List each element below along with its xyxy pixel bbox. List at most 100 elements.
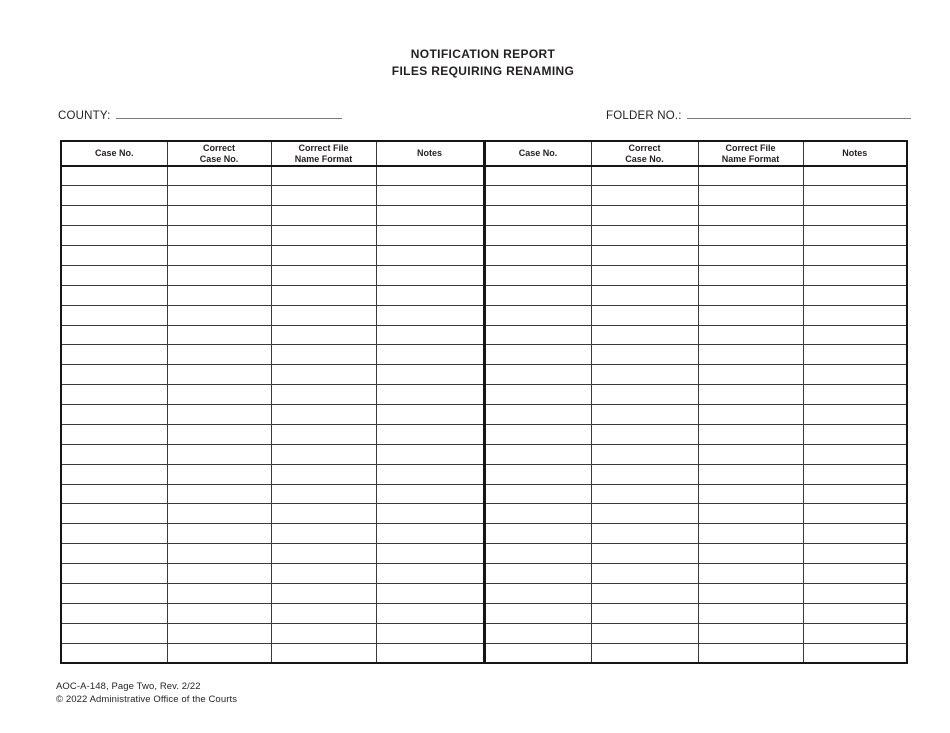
table-cell[interactable] <box>166 284 272 306</box>
table-cell[interactable] <box>483 185 592 207</box>
table-cell[interactable] <box>166 304 272 326</box>
table-cell[interactable] <box>697 423 804 445</box>
table-cell[interactable] <box>590 543 699 564</box>
table-cell[interactable] <box>802 205 908 227</box>
table-cell[interactable] <box>590 642 699 664</box>
table-cell[interactable] <box>375 284 486 306</box>
table-cell[interactable] <box>375 503 486 525</box>
table-cell[interactable] <box>375 205 486 227</box>
table-cell[interactable] <box>697 245 804 266</box>
table-cell[interactable] <box>60 404 168 425</box>
table-cell[interactable] <box>60 364 168 386</box>
table-cell[interactable] <box>802 324 908 346</box>
table-cell[interactable] <box>166 165 272 187</box>
table-cell[interactable] <box>802 423 908 445</box>
table-cell[interactable] <box>60 582 168 604</box>
table-cell[interactable] <box>697 602 804 624</box>
table-cell[interactable] <box>483 384 592 405</box>
table-cell[interactable] <box>590 364 699 386</box>
table-cell[interactable] <box>697 384 804 405</box>
table-cell[interactable] <box>270 384 377 405</box>
table-cell[interactable] <box>697 503 804 525</box>
table-cell[interactable] <box>375 165 486 187</box>
table-cell[interactable] <box>590 245 699 266</box>
table-cell[interactable] <box>166 364 272 386</box>
table-cell[interactable] <box>375 483 486 505</box>
table-cell[interactable] <box>166 264 272 286</box>
table-cell[interactable] <box>590 602 699 624</box>
table-cell[interactable] <box>802 404 908 425</box>
table-cell[interactable] <box>60 264 168 286</box>
table-cell[interactable] <box>166 185 272 207</box>
table-cell[interactable] <box>590 165 699 187</box>
table-cell[interactable] <box>375 642 486 664</box>
table-cell[interactable] <box>166 463 272 485</box>
table-cell[interactable] <box>60 384 168 405</box>
table-cell[interactable] <box>697 364 804 386</box>
table-cell[interactable] <box>270 185 377 207</box>
table-cell[interactable] <box>60 503 168 525</box>
table-cell[interactable] <box>483 582 592 604</box>
table-cell[interactable] <box>802 642 908 664</box>
table-cell[interactable] <box>697 344 804 366</box>
table-cell[interactable] <box>802 582 908 604</box>
table-cell[interactable] <box>60 423 168 445</box>
table-cell[interactable] <box>483 523 592 545</box>
table-cell[interactable] <box>60 245 168 266</box>
table-cell[interactable] <box>270 622 377 644</box>
table-cell[interactable] <box>483 225 592 246</box>
table-cell[interactable] <box>270 642 377 664</box>
table-cell[interactable] <box>590 483 699 505</box>
table-cell[interactable] <box>590 463 699 485</box>
table-cell[interactable] <box>802 304 908 326</box>
table-cell[interactable] <box>375 364 486 386</box>
table-cell[interactable] <box>483 622 592 644</box>
table-cell[interactable] <box>697 443 804 465</box>
table-cell[interactable] <box>60 602 168 624</box>
table-cell[interactable] <box>590 344 699 366</box>
table-cell[interactable] <box>483 364 592 386</box>
table-cell[interactable] <box>60 563 168 584</box>
table-cell[interactable] <box>590 304 699 326</box>
table-cell[interactable] <box>590 384 699 405</box>
table-cell[interactable] <box>270 543 377 564</box>
table-cell[interactable] <box>166 344 272 366</box>
table-cell[interactable] <box>375 324 486 346</box>
table-cell[interactable] <box>802 443 908 465</box>
table-cell[interactable] <box>166 543 272 564</box>
table-cell[interactable] <box>483 344 592 366</box>
table-cell[interactable] <box>375 582 486 604</box>
table-cell[interactable] <box>802 344 908 366</box>
table-cell[interactable] <box>802 543 908 564</box>
table-cell[interactable] <box>166 205 272 227</box>
table-cell[interactable] <box>802 185 908 207</box>
table-cell[interactable] <box>802 245 908 266</box>
table-cell[interactable] <box>166 503 272 525</box>
table-cell[interactable] <box>166 582 272 604</box>
table-cell[interactable] <box>697 622 804 644</box>
table-cell[interactable] <box>166 384 272 405</box>
table-cell[interactable] <box>802 563 908 584</box>
table-cell[interactable] <box>166 324 272 346</box>
table-cell[interactable] <box>60 165 168 187</box>
table-cell[interactable] <box>697 165 804 187</box>
table-cell[interactable] <box>697 324 804 346</box>
table-cell[interactable] <box>802 165 908 187</box>
table-cell[interactable] <box>802 463 908 485</box>
table-cell[interactable] <box>60 443 168 465</box>
county-input-line[interactable] <box>115 106 342 119</box>
table-cell[interactable] <box>166 225 272 246</box>
table-cell[interactable] <box>697 185 804 207</box>
table-cell[interactable] <box>375 264 486 286</box>
table-cell[interactable] <box>375 622 486 644</box>
table-cell[interactable] <box>483 404 592 425</box>
table-cell[interactable] <box>590 443 699 465</box>
table-cell[interactable] <box>60 523 168 545</box>
table-cell[interactable] <box>483 463 592 485</box>
table-cell[interactable] <box>483 602 592 624</box>
table-cell[interactable] <box>590 622 699 644</box>
table-cell[interactable] <box>697 463 804 485</box>
table-cell[interactable] <box>483 324 592 346</box>
table-cell[interactable] <box>270 602 377 624</box>
table-cell[interactable] <box>802 523 908 545</box>
